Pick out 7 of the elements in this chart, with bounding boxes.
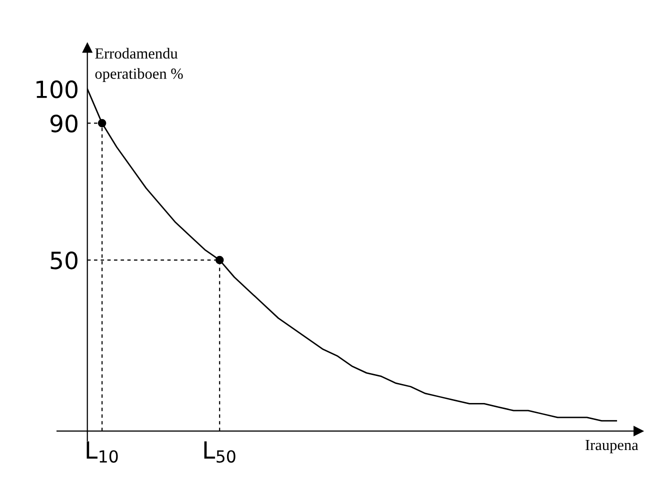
- y-tick-label: 90: [50, 114, 78, 132]
- y-axis-title: Errodamendu operatiboen %: [95, 48, 183, 82]
- x-tick-label: L$_{10}$: [86, 441, 118, 463]
- y-tick-label: 50: [50, 251, 78, 270]
- x-tick-label: L$_{50}$: [204, 441, 236, 463]
- y-tick-label: 100: [36, 80, 78, 98]
- x-axis-title: Iraupena: [586, 440, 638, 454]
